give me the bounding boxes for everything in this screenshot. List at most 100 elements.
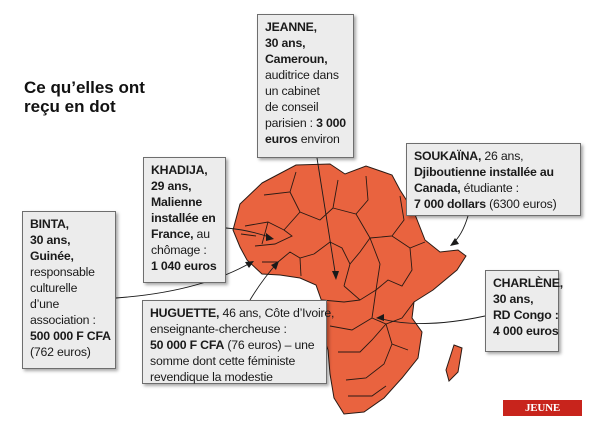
callout-text: 26 ans, (481, 149, 524, 163)
callout-line: somme dont cette féministe (150, 353, 319, 369)
callout-bold-text: 30 ans, (30, 233, 71, 247)
madagascar (445, 344, 463, 382)
leader-binta (115, 261, 253, 299)
callout-line: HUGUETTE, 46 ans, Côte d’Ivoire, (150, 305, 334, 321)
jeune-afrique-logo: JEUNE AFRIQUE (503, 400, 582, 430)
callout-line: Malienne (151, 194, 218, 210)
arrow-khadija (266, 233, 274, 241)
callout-text: étudiante : (460, 181, 519, 195)
callout-text: revendique la modestie (150, 370, 273, 384)
callout-line: 4 000 euros (493, 323, 559, 339)
callout-line: euros environ (265, 131, 346, 147)
callout-line: d’une (30, 296, 108, 312)
callout-line: Canada, étudiante : (414, 180, 573, 196)
callout-bold-text: 4 000 euros (493, 324, 559, 338)
title-line: Ce qu’elles ont (24, 78, 145, 97)
callout-line: de conseil (265, 99, 346, 115)
callout-charlene: CHARLÈNE, 30 ans, RD Congo : 4 000 euros (485, 270, 563, 352)
callout-text: au (193, 227, 210, 241)
map-title: Ce qu’elles ont reçu en dot (24, 78, 174, 116)
callout-line: parisien : 3 000 (265, 115, 346, 131)
arrow-huguette (271, 261, 279, 270)
callout-line: 30 ans, (493, 291, 551, 307)
callout-text: auditrice dans (265, 68, 339, 82)
callout-line: auditrice dans (265, 67, 346, 83)
callout-bold-text: Guinée, (30, 249, 74, 263)
callout-line: 30 ans, (265, 35, 346, 51)
callout-text: environ (297, 132, 340, 146)
callout-bold-text: SOUKAÏNA, (414, 149, 482, 163)
callout-line: BINTA, (30, 216, 108, 232)
africa-continent (232, 163, 467, 415)
callout-bold-text: Cameroun, (265, 52, 328, 66)
arrow-charlene (376, 314, 384, 321)
callout-bold-text: CHARLÈNE, (493, 276, 563, 290)
callout-line: installée en (151, 210, 218, 226)
callout-bold-text: 500 000 F CFA (30, 329, 111, 343)
callout-line: 29 ans, (151, 178, 218, 194)
callout-line: JEANNE, (265, 19, 346, 35)
callout-text: (6300 euros) (485, 197, 557, 211)
arrow-jeanne (332, 271, 339, 280)
leader-charlene (377, 315, 486, 324)
callout-text: parisien : (265, 116, 317, 130)
callout-line: RD Congo : (493, 307, 559, 323)
callout-bold-text: 50 000 F CFA (150, 338, 225, 352)
callout-bold-text: Malienne (151, 195, 203, 209)
callout-text: d’une (30, 297, 60, 311)
callout-line: 1 040 euros (151, 258, 218, 274)
callout-bold-text: KHADIJA, (151, 163, 208, 177)
callout-bold-text: Canada, (414, 181, 461, 195)
callout-bold-text: 1 040 euros (151, 259, 217, 273)
callout-text: somme dont cette féministe (150, 354, 296, 368)
callout-text: enseignante-chercheuse : (150, 322, 287, 336)
callout-text: (762 euros) (30, 345, 91, 359)
callout-line: un cabinet (265, 83, 346, 99)
title-line: reçu en dot (24, 97, 116, 116)
callout-line: culturelle (30, 280, 108, 296)
callout-bold-text: RD Congo : (493, 308, 559, 322)
callout-bold-text: JEANNE, (265, 20, 317, 34)
callout-text: de conseil (265, 100, 319, 114)
callout-text: responsable (30, 265, 95, 279)
callout-line: Guinée, (30, 248, 108, 264)
callout-line: 7 000 dollars (6300 euros) (414, 196, 573, 212)
callout-text: (76 euros) – une (224, 338, 315, 352)
callout-text: 46 ans, Côte d’Ivoire, (219, 306, 335, 320)
callout-bold-text: 29 ans, (151, 179, 192, 193)
callout-line: 500 000 F CFA (30, 328, 111, 344)
callout-khadija: KHADIJA, 29 ans, Malienne installée en Franc… (143, 157, 226, 283)
callout-huguette: HUGUETTE, 46 ans, Côte d’Ivoire, enseigna… (142, 300, 334, 385)
arrow-binta (245, 261, 254, 268)
callout-text: association : (30, 313, 96, 327)
callout-bold-text: 30 ans, (265, 36, 306, 50)
callout-line: CHARLÈNE, (493, 275, 563, 291)
callout-text: chômage : (151, 243, 207, 257)
callout-bold-text: BINTA, (30, 217, 69, 231)
callout-bold-text: 3 000 (316, 116, 346, 130)
callout-bold-text: installée en (151, 211, 216, 225)
leader-jeanne (316, 157, 337, 279)
arrow-soukaina (450, 238, 459, 246)
callout-line: SOUKAÏNA, 26 ans, (414, 148, 573, 164)
callout-line: (762 euros) (30, 344, 108, 360)
callout-soukaina: SOUKAÏNA, 26 ans, Djiboutienne installée … (406, 143, 581, 216)
callout-line: KHADIJA, (151, 162, 218, 178)
callout-bold-text: HUGUETTE, (150, 306, 220, 320)
callout-line: association : (30, 312, 108, 328)
callout-bold-text: France, (151, 227, 194, 241)
callout-line: Cameroun, (265, 51, 346, 67)
callout-line: France, au (151, 226, 218, 242)
callout-line: revendique la modestie (150, 369, 319, 385)
callout-text: un cabinet (265, 84, 320, 98)
callout-line: enseignante-chercheuse : (150, 321, 319, 337)
leader-arrowheads (245, 233, 459, 321)
callout-line: responsable (30, 264, 108, 280)
callout-text: culturelle (30, 281, 78, 295)
callout-bold-text: euros (265, 132, 298, 146)
country-borders (240, 171, 426, 397)
callout-jeanne: JEANNE, 30 ans, Cameroun, auditrice dans un … (257, 14, 354, 158)
callout-line: 30 ans, (30, 232, 108, 248)
callout-binta: BINTA, 30 ans, Guinée, responsable culturell… (22, 211, 116, 369)
